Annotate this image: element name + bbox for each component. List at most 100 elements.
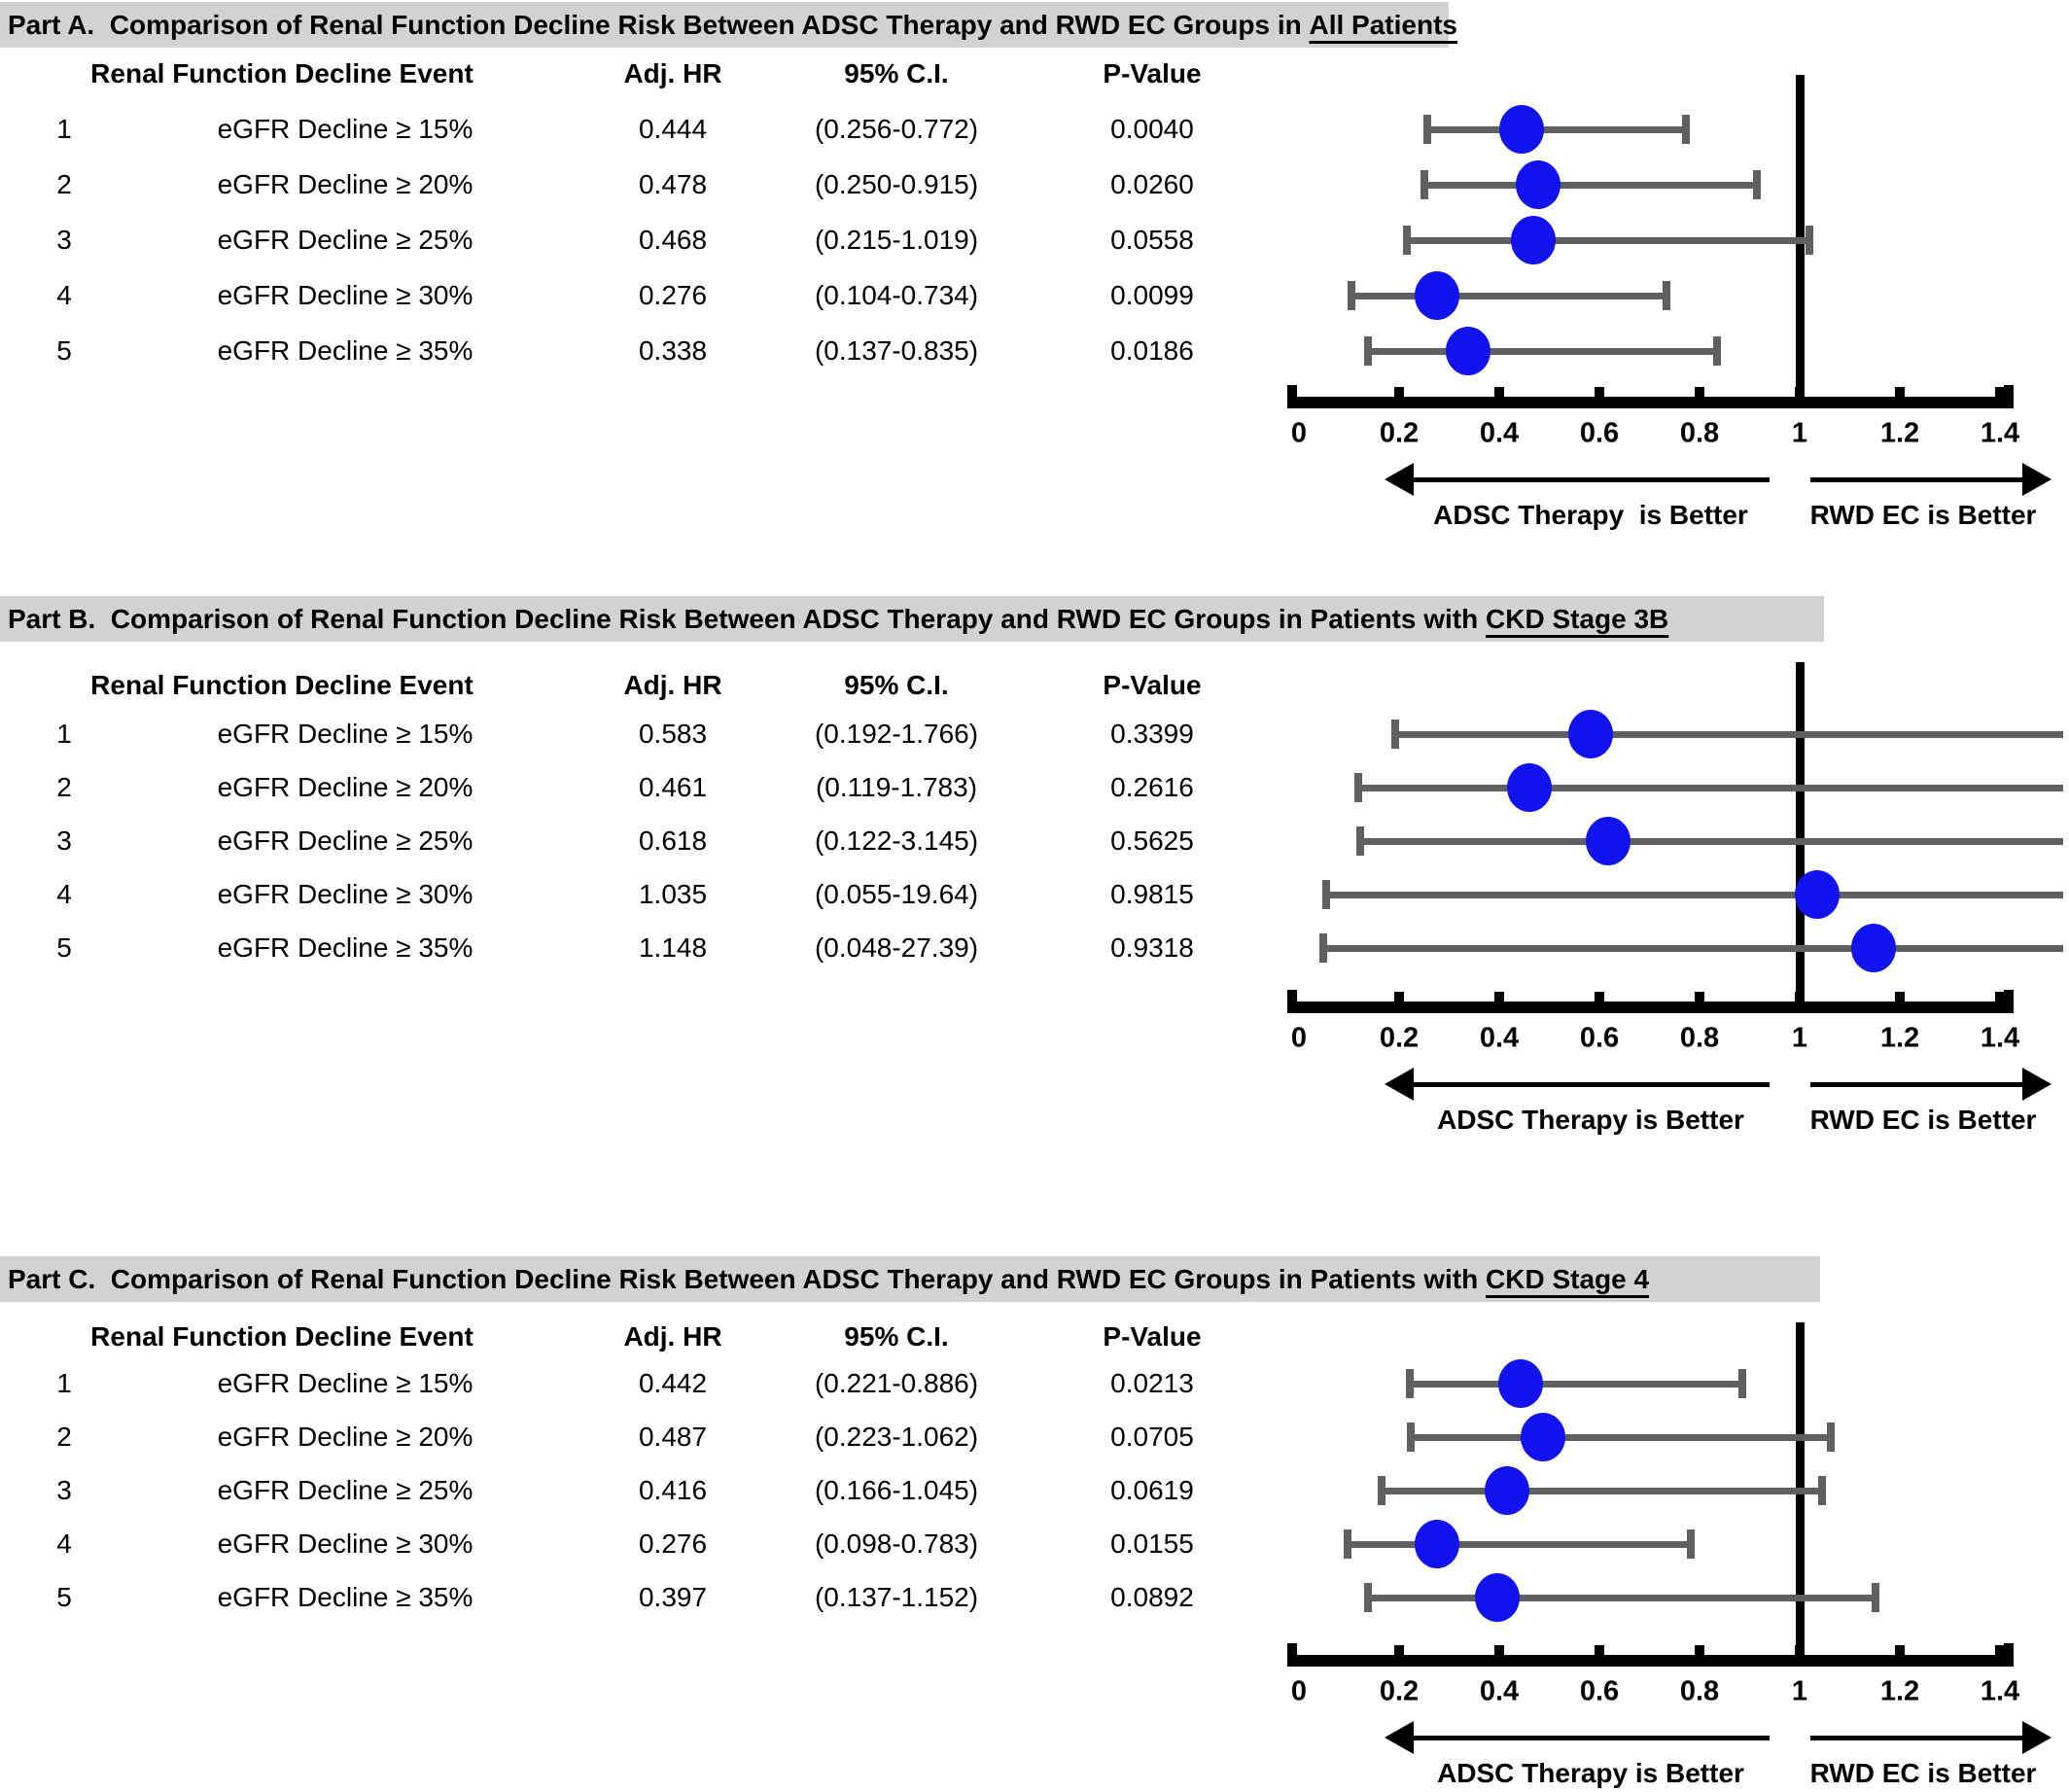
ci-whisker <box>1350 292 1666 299</box>
row-pvalue: 0.0186 <box>1110 335 1194 366</box>
ci-whisker <box>1423 181 1758 189</box>
row-adj-hr: 0.444 <box>638 114 708 144</box>
row-adj-hr: 0.276 <box>638 280 708 310</box>
ci-whisker <box>1426 125 1686 133</box>
ci-lower-cap <box>1363 336 1372 366</box>
x-axis-tick <box>1595 992 1604 1001</box>
x-axis-tick <box>1494 387 1504 397</box>
column-header-adj-hr: Adj. HR <box>623 1321 722 1352</box>
x-axis-tick-label: 0 <box>1290 1022 1308 1054</box>
row-ci: (0.137-1.152) <box>814 1582 979 1612</box>
adsc-better-label: ADSC Therapy is Better <box>1433 500 1748 530</box>
ci-whisker <box>1326 891 2063 898</box>
row-number: 5 <box>56 335 72 366</box>
hazard-ratio-point <box>1520 1413 1565 1461</box>
row-event-label: eGFR Decline ≥ 30% <box>217 1528 473 1559</box>
row-ci: (0.250-0.915) <box>814 169 979 199</box>
x-axis-tick-label: 1 <box>1791 1675 1808 1707</box>
x-axis-tick <box>1695 1645 1704 1655</box>
row-event-label: eGFR Decline ≥ 20% <box>217 169 473 199</box>
row-ci: (0.221-0.886) <box>814 1368 979 1398</box>
x-axis-tick <box>1695 387 1704 397</box>
right-arrow-line <box>1810 1735 2022 1740</box>
row-pvalue: 0.0892 <box>1110 1582 1194 1612</box>
x-axis-tick <box>1995 1645 2005 1655</box>
row-number: 4 <box>56 280 72 310</box>
row-pvalue: 0.0558 <box>1110 225 1194 255</box>
hazard-ratio-point <box>1568 710 1614 758</box>
part-title-underlined-subgroup: CKD Stage 3B <box>1486 603 1669 634</box>
part-title-band: Part B. Comparison of Renal Function Dec… <box>0 596 1824 642</box>
hazard-ratio-point <box>1485 1466 1530 1515</box>
row-ci: (0.192-1.766) <box>814 719 979 749</box>
row-adj-hr: 1.035 <box>638 879 708 909</box>
row-ci: (0.223-1.062) <box>814 1422 979 1452</box>
ci-lower-cap <box>1355 826 1364 856</box>
row-event-label: eGFR Decline ≥ 20% <box>217 1422 473 1452</box>
row-event-label: eGFR Decline ≥ 20% <box>217 772 473 802</box>
x-axis-tick-label: 1.4 <box>1980 1675 2020 1707</box>
ci-whisker <box>1410 1433 1831 1441</box>
row-event-label: eGFR Decline ≥ 15% <box>217 114 473 144</box>
row-number: 5 <box>56 932 72 963</box>
right-arrow-head-icon <box>2022 463 2051 496</box>
row-adj-hr: 1.148 <box>638 932 708 963</box>
row-ci: (0.104-0.734) <box>814 280 979 310</box>
ci-whisker <box>1394 730 2063 738</box>
ci-upper-cap <box>1818 1476 1827 1505</box>
hr-1-reference-line <box>1795 1322 1805 1667</box>
ci-upper-cap <box>1663 281 1670 310</box>
ci-lower-cap <box>1363 1583 1372 1612</box>
row-number: 2 <box>56 772 72 802</box>
ci-lower-cap <box>1420 170 1428 199</box>
row-adj-hr: 0.442 <box>638 1368 708 1398</box>
rwd-ec-better-label: RWD EC is Better <box>1809 1105 2037 1135</box>
left-arrow-head-icon <box>1385 463 1414 496</box>
x-axis-bar <box>1287 397 2014 408</box>
row-pvalue: 0.0705 <box>1110 1422 1194 1452</box>
ci-upper-cap <box>1687 1529 1696 1559</box>
x-axis-tick-label: 0.8 <box>1679 1022 1720 1054</box>
ci-whisker <box>1322 944 2063 952</box>
hazard-ratio-point <box>1446 327 1491 375</box>
ci-lower-cap <box>1347 281 1355 310</box>
column-header-adj-hr: Adj. HR <box>623 670 722 700</box>
x-axis-tick-label: 0.6 <box>1579 1022 1620 1054</box>
hazard-ratio-point <box>1507 763 1553 812</box>
hazard-ratio-point <box>1415 1520 1460 1568</box>
ci-whisker <box>1359 837 2063 845</box>
hazard-ratio-point <box>1516 160 1561 209</box>
x-axis-tick <box>1695 992 1704 1001</box>
column-header-pvalue: P-Value <box>1103 1321 1202 1352</box>
ci-whisker <box>1358 784 2063 791</box>
row-pvalue: 0.0040 <box>1110 114 1194 144</box>
row-number: 5 <box>56 1582 72 1612</box>
x-axis-tick <box>1494 992 1504 1001</box>
row-pvalue: 0.0260 <box>1110 169 1194 199</box>
ci-whisker <box>1406 236 1809 244</box>
hazard-ratio-point <box>1475 1573 1521 1622</box>
row-pvalue: 0.0619 <box>1110 1475 1194 1505</box>
ci-whisker <box>1367 347 1718 355</box>
row-event-label: eGFR Decline ≥ 30% <box>217 280 473 310</box>
hazard-ratio-point <box>1497 1359 1543 1408</box>
ci-whisker <box>1382 1487 1823 1494</box>
x-axis-tick-label: 1.2 <box>1879 1675 1920 1707</box>
row-pvalue: 0.0155 <box>1110 1528 1194 1559</box>
row-pvalue: 0.5625 <box>1110 826 1194 856</box>
hazard-ratio-point <box>1795 870 1841 919</box>
x-axis-tick-label: 0.8 <box>1679 417 1720 449</box>
row-pvalue: 0.9815 <box>1110 879 1194 909</box>
row-number: 2 <box>56 1422 72 1452</box>
row-pvalue: 0.9318 <box>1110 932 1194 963</box>
ci-upper-cap <box>1713 336 1722 366</box>
row-adj-hr: 0.276 <box>638 1528 708 1559</box>
column-header-ci: 95% C.I. <box>844 58 949 88</box>
row-adj-hr: 0.618 <box>638 826 708 856</box>
hazard-ratio-point <box>1511 216 1557 264</box>
x-axis-tick-label: 0.6 <box>1579 417 1620 449</box>
column-header-ci: 95% C.I. <box>844 1321 949 1352</box>
x-axis-tick-label: 0.2 <box>1379 1675 1420 1707</box>
row-ci: (0.048-27.39) <box>814 932 979 963</box>
x-axis-tick-label: 0.4 <box>1479 1022 1520 1054</box>
